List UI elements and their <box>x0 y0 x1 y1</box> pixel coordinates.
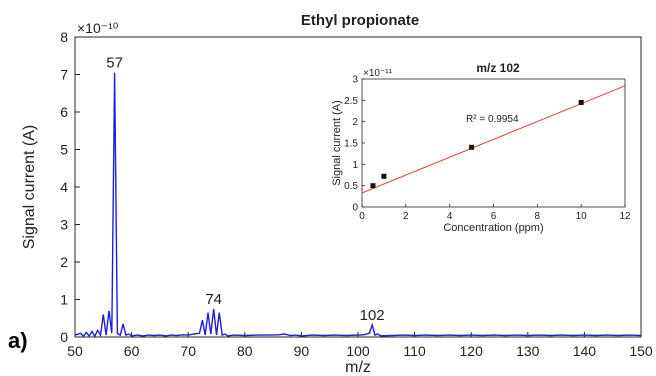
main-y-tick-label: 5 <box>60 142 68 158</box>
main-x-tick-label: 110 <box>403 343 426 359</box>
inset-y-axis-label: Signal current (A) <box>331 100 343 186</box>
panel-label: a) <box>8 328 28 353</box>
main-y-tick-label: 4 <box>60 179 68 195</box>
main-x-tick-label: 140 <box>573 343 597 359</box>
main-y-tick-label: 0 <box>60 329 68 345</box>
main-y-exponent: ×10⁻¹⁰ <box>77 20 119 36</box>
inset-data-point <box>578 99 584 105</box>
inset-x-tick-label: 6 <box>491 211 497 222</box>
inset-x-tick-label: 2 <box>403 211 409 222</box>
inset-data-point <box>381 173 387 179</box>
inset-x-axis-label: Concentration (ppm) <box>443 222 543 234</box>
inset-y-ticks: 0 0.5 1 1.5 2 2.5 3 <box>344 75 365 214</box>
inset-y-tick-label: 2.5 <box>344 96 358 107</box>
inset-data-point <box>469 144 475 150</box>
main-x-tick-label: 90 <box>294 343 310 359</box>
inset-y-tick-label: 1 <box>352 160 358 171</box>
inset-x-tick-label: 10 <box>576 211 588 222</box>
inset-y-exponent: ×10⁻¹¹ <box>363 68 393 79</box>
main-y-axis-label: Signal current (A) <box>21 125 38 250</box>
inset-y-tick-label: 3 <box>352 75 358 86</box>
main-y-ticks: 0 1 2 3 4 5 6 7 8 <box>60 29 80 345</box>
inset-x-tick-label: 4 <box>447 211 453 222</box>
inset-x-tick-label: 8 <box>535 211 541 222</box>
inset-background <box>325 58 635 238</box>
main-x-axis-label: m/z <box>345 359 371 376</box>
main-x-tick-label: 130 <box>516 343 540 359</box>
inset-y-tick-label: 2 <box>352 117 358 128</box>
inset-x-tick-label: 12 <box>619 211 631 222</box>
main-y-tick-label: 6 <box>60 104 68 120</box>
main-y-tick-label: 1 <box>60 292 68 308</box>
main-y-tick-label: 7 <box>60 67 68 83</box>
inset-x-ticks: 0 2 4 6 8 10 12 <box>359 204 631 222</box>
main-peak-label: 74 <box>205 291 222 308</box>
main-y-tick-label: 8 <box>60 29 68 45</box>
main-y-tick-label: 2 <box>60 254 68 270</box>
main-x-tick-label: 80 <box>237 343 253 359</box>
main-peak-label: 102 <box>360 307 385 324</box>
inset-data-points <box>370 99 584 189</box>
inset-data-point <box>370 183 376 189</box>
inset-plot: 0 0.5 1 1.5 2 2.5 3 0 2 4 6 8 10 12 m/z 102 Concentr… <box>325 58 635 238</box>
main-x-tick-label: 150 <box>629 343 653 359</box>
inset-y-tick-label: 0.5 <box>344 181 358 192</box>
main-title: Ethyl propionate <box>301 12 419 29</box>
main-x-tick-label: 60 <box>124 343 140 359</box>
main-x-tick-label: 70 <box>180 343 196 359</box>
main-x-tick-label: 50 <box>67 343 83 359</box>
main-series-line <box>74 72 642 338</box>
main-y-tick-label: 3 <box>60 217 68 233</box>
inset-y-tick-label: 0 <box>352 203 358 214</box>
main-peak-label: 57 <box>106 55 123 72</box>
inset-title: m/z 102 <box>476 61 520 75</box>
inset-r-squared: R² = 0.9954 <box>466 114 519 125</box>
main-x-tick-label: 120 <box>460 343 484 359</box>
inset-x-tick-label: 0 <box>359 211 365 222</box>
main-x-ticks: 50 60 70 80 90 100 110 120 130 140 150 <box>67 332 653 359</box>
main-x-tick-label: 100 <box>346 343 370 359</box>
inset-y-tick-label: 1.5 <box>344 139 358 150</box>
